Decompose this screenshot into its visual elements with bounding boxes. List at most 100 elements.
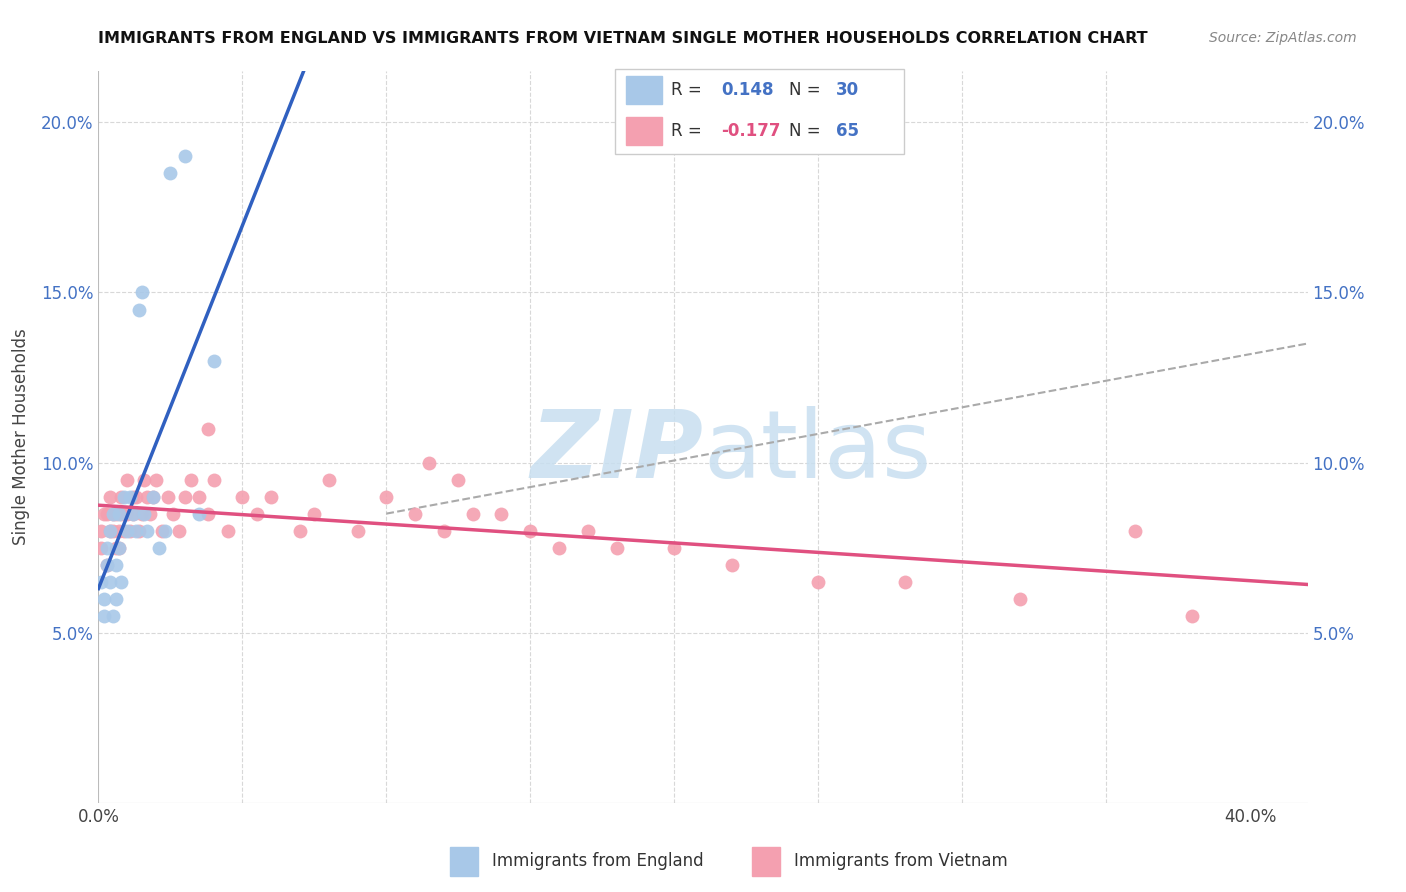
Text: N =: N =	[789, 122, 825, 140]
Point	[893, 574, 915, 589]
Point	[404, 507, 426, 521]
Point	[664, 541, 686, 555]
Point	[98, 490, 121, 504]
Point	[720, 558, 742, 572]
Point	[90, 574, 112, 589]
Point	[131, 507, 153, 521]
Point	[98, 574, 121, 589]
Text: R =: R =	[671, 122, 707, 140]
Point	[433, 524, 456, 538]
Point	[112, 524, 135, 538]
Point	[148, 541, 170, 555]
Point	[96, 558, 118, 572]
Point	[96, 558, 118, 572]
Point	[107, 507, 129, 521]
Point	[162, 507, 184, 521]
Point	[115, 507, 138, 521]
Text: R =: R =	[671, 81, 707, 99]
Point	[93, 608, 115, 623]
Point	[136, 524, 159, 538]
Text: atlas: atlas	[703, 406, 931, 498]
Point	[150, 524, 173, 538]
Point	[115, 524, 138, 538]
Text: IMMIGRANTS FROM ENGLAND VS IMMIGRANTS FROM VIETNAM SINGLE MOTHER HOUSEHOLDS CORR: IMMIGRANTS FROM ENGLAND VS IMMIGRANTS FR…	[98, 31, 1149, 46]
Point	[180, 473, 202, 487]
Point	[90, 541, 112, 555]
Text: 0.148: 0.148	[721, 81, 773, 99]
Point	[167, 524, 190, 538]
Point	[576, 524, 599, 538]
Point	[93, 507, 115, 521]
Point	[104, 541, 127, 555]
Point	[98, 524, 121, 538]
Text: 65: 65	[837, 122, 859, 140]
Point	[101, 507, 124, 521]
Point	[491, 507, 513, 521]
Point	[173, 490, 195, 504]
Point	[112, 490, 135, 504]
Point	[1181, 608, 1204, 623]
Point	[120, 524, 142, 538]
Point	[288, 524, 311, 538]
Y-axis label: Single Mother Households: Single Mother Households	[11, 329, 30, 545]
Text: 30: 30	[837, 81, 859, 99]
Point	[128, 524, 150, 538]
Text: N =: N =	[789, 81, 825, 99]
Point	[96, 507, 118, 521]
Point	[134, 473, 156, 487]
Point	[197, 421, 219, 435]
Point	[131, 285, 153, 300]
Point	[142, 490, 165, 504]
Point	[101, 608, 124, 623]
Point	[1008, 591, 1031, 606]
Point	[98, 524, 121, 538]
Point	[202, 353, 225, 368]
Point	[125, 524, 148, 538]
Point	[318, 473, 340, 487]
Point	[104, 558, 127, 572]
Point	[260, 490, 283, 504]
Point	[418, 456, 440, 470]
Point	[142, 490, 165, 504]
Point	[188, 490, 211, 504]
Point	[173, 149, 195, 163]
Point	[93, 591, 115, 606]
Bar	[450, 847, 478, 876]
Point	[461, 507, 484, 521]
Point	[136, 490, 159, 504]
Point	[139, 507, 162, 521]
Point	[807, 574, 830, 589]
Bar	[627, 117, 662, 145]
Text: Immigrants from Vietnam: Immigrants from Vietnam	[794, 852, 1008, 870]
Text: Source: ZipAtlas.com: Source: ZipAtlas.com	[1209, 31, 1357, 45]
Point	[202, 473, 225, 487]
Point	[110, 574, 132, 589]
Point	[197, 507, 219, 521]
Point	[90, 524, 112, 538]
Point	[246, 507, 269, 521]
Point	[153, 524, 176, 538]
Point	[122, 507, 145, 521]
Point	[1123, 524, 1146, 538]
Point	[104, 591, 127, 606]
Text: Immigrants from England: Immigrants from England	[492, 852, 704, 870]
Point	[156, 490, 179, 504]
Point	[188, 507, 211, 521]
Point	[115, 473, 138, 487]
Point	[375, 490, 398, 504]
Point	[231, 490, 253, 504]
Text: ZIP: ZIP	[530, 406, 703, 498]
Point	[110, 507, 132, 521]
Point	[125, 490, 148, 504]
Point	[101, 524, 124, 538]
Point	[217, 524, 239, 538]
Point	[346, 524, 368, 538]
Point	[145, 473, 167, 487]
Point	[134, 507, 156, 521]
Point	[107, 524, 129, 538]
Point	[447, 473, 470, 487]
Point	[519, 524, 541, 538]
Bar	[752, 847, 780, 876]
Point	[107, 541, 129, 555]
Point	[110, 490, 132, 504]
